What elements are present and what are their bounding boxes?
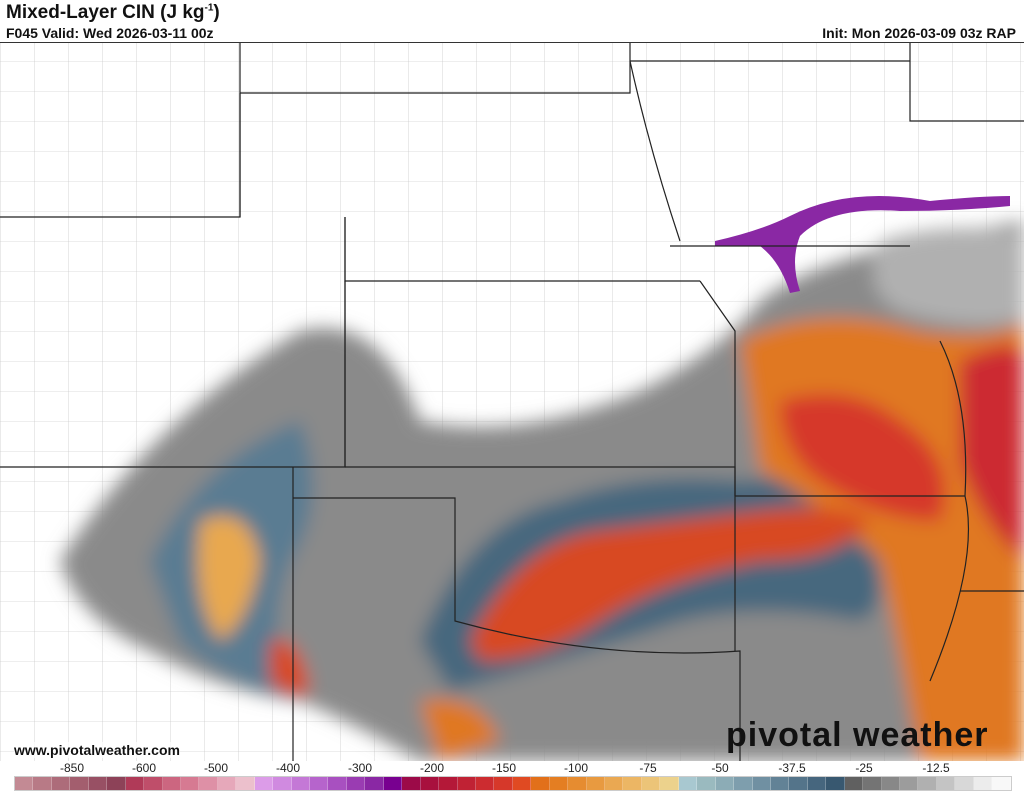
colorbar-swatch <box>439 777 458 790</box>
colorbar-swatch <box>586 777 605 790</box>
colorbar-label: -37.5 <box>778 761 806 775</box>
colorbar-label: -500 <box>203 761 229 775</box>
colorbar-swatch <box>955 777 974 790</box>
colorbar-label: -25 <box>855 761 873 775</box>
colorbar-label: -600 <box>131 761 157 775</box>
colorbar-swatch <box>531 777 550 790</box>
colorbar-swatch <box>107 777 126 790</box>
colorbar-swatch <box>51 777 71 790</box>
colorbar-swatch <box>199 777 218 790</box>
colorbar-swatch <box>328 777 347 790</box>
colorbar-label: -200 <box>419 761 445 775</box>
colorbar-label: -12.5 <box>922 761 950 775</box>
colorbar-swatch <box>641 777 661 790</box>
colorbar-swatch <box>420 777 440 790</box>
colorbar-swatch <box>770 777 790 790</box>
colorbar-swatch <box>881 777 900 790</box>
colorbar-swatch <box>678 777 698 790</box>
colorbar-swatch <box>402 777 421 790</box>
colorbar-swatch <box>273 777 292 790</box>
colorbar-swatch <box>383 777 403 790</box>
init-time: Init: Mon 2026-03-09 03z RAP <box>822 25 1016 41</box>
valid-time: F045 Valid: Wed 2026-03-11 00z <box>6 25 214 41</box>
colorbar-swatch <box>660 777 679 790</box>
colorbar-swatch <box>162 777 181 790</box>
colorbar-swatch <box>752 777 771 790</box>
colorbar-swatch <box>494 777 513 790</box>
colorbar-swatch <box>807 777 827 790</box>
colorbar-swatch <box>697 777 716 790</box>
colorbar-label: -150 <box>491 761 517 775</box>
colorbar-swatch <box>33 777 52 790</box>
colorbar-swatch <box>291 777 310 790</box>
colorbar-swatch <box>992 777 1011 790</box>
pivotal-weather-logo: pivotal weather <box>726 716 989 754</box>
colorbar-swatch <box>568 777 587 790</box>
colorbar-swatch <box>512 777 532 790</box>
colorbar-swatch <box>475 777 495 790</box>
colorbar-swatch <box>863 777 882 790</box>
state-borders <box>0 43 1024 761</box>
colorbar-swatch <box>70 777 89 790</box>
colorbar-swatch <box>973 777 993 790</box>
colorbar-label: -75 <box>639 761 657 775</box>
colorbar-swatch <box>844 777 864 790</box>
colorbar-swatch <box>549 777 569 790</box>
colorbar-swatch <box>715 777 735 790</box>
colorbar-swatch <box>88 777 108 790</box>
colorbar-swatch <box>180 777 200 790</box>
colorbar-swatch <box>789 777 808 790</box>
colorbar-swatch <box>918 777 937 790</box>
colorbar-label: -300 <box>347 761 373 775</box>
colorbar-swatch <box>217 777 237 790</box>
colorbar-label: -100 <box>563 761 589 775</box>
map-title: Mixed-Layer CIN (J kg-1) <box>6 2 220 23</box>
website-url: www.pivotalweather.com <box>14 742 180 758</box>
colorbar-swatch <box>623 777 642 790</box>
colorbar-swatch <box>15 777 34 790</box>
colorbar-swatch <box>254 777 274 790</box>
colorbar-swatch <box>457 777 476 790</box>
colorbar-swatch <box>125 777 145 790</box>
colorbar <box>14 776 1012 791</box>
colorbar-label: -50 <box>711 761 729 775</box>
colorbar-label: -400 <box>275 761 301 775</box>
colorbar-swatch <box>365 777 384 790</box>
colorbar-labels: -850 -600 -500 -400 -300 -200 -150 -100 -75 -50 -3… <box>0 761 1024 775</box>
colorbar-label: -850 <box>59 761 85 775</box>
colorbar-swatch <box>144 777 163 790</box>
colorbar-swatch <box>734 777 753 790</box>
cin-field <box>60 221 1024 761</box>
colorbar-swatch <box>346 777 366 790</box>
purple-cin-band <box>715 196 1010 293</box>
colorbar-swatch <box>826 777 845 790</box>
colorbar-swatch <box>936 777 956 790</box>
colorbar-swatch <box>605 777 624 790</box>
colorbar-swatch <box>310 777 329 790</box>
cin-map <box>0 42 1024 761</box>
colorbar-swatch <box>900 777 919 790</box>
colorbar-swatch <box>236 777 255 790</box>
